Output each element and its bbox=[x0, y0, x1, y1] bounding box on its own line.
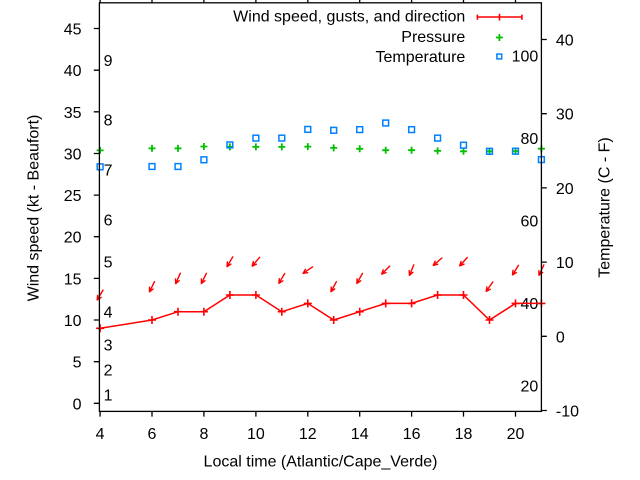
svg-text:10: 10 bbox=[556, 255, 574, 272]
svg-text:Wind speed, gusts, and directi: Wind speed, gusts, and direction bbox=[233, 9, 465, 26]
svg-text:0: 0 bbox=[556, 329, 565, 346]
svg-text:40: 40 bbox=[64, 63, 82, 80]
svg-text:20: 20 bbox=[521, 378, 539, 395]
svg-text:60: 60 bbox=[521, 214, 539, 231]
svg-text:15: 15 bbox=[64, 271, 82, 288]
svg-text:12: 12 bbox=[299, 426, 317, 443]
svg-text:80: 80 bbox=[521, 131, 539, 148]
svg-text:20: 20 bbox=[64, 230, 82, 247]
svg-text:40: 40 bbox=[521, 296, 539, 313]
svg-text:Pressure: Pressure bbox=[401, 29, 465, 46]
svg-text:4: 4 bbox=[96, 426, 105, 443]
svg-text:10: 10 bbox=[64, 313, 82, 330]
svg-text:10: 10 bbox=[247, 426, 265, 443]
svg-text:5: 5 bbox=[104, 254, 113, 271]
svg-text:8: 8 bbox=[104, 113, 113, 130]
svg-text:16: 16 bbox=[403, 426, 421, 443]
svg-text:Wind speed (kt - Beaufort): Wind speed (kt - Beaufort) bbox=[26, 115, 43, 302]
svg-text:Temperature (C - F): Temperature (C - F) bbox=[597, 137, 614, 277]
svg-text:20: 20 bbox=[507, 426, 525, 443]
svg-text:0: 0 bbox=[73, 396, 82, 413]
svg-text:30: 30 bbox=[556, 107, 574, 124]
svg-text:5: 5 bbox=[73, 355, 82, 372]
svg-text:9: 9 bbox=[104, 53, 113, 70]
svg-text:4: 4 bbox=[104, 304, 113, 321]
svg-text:20: 20 bbox=[556, 181, 574, 198]
svg-text:25: 25 bbox=[64, 188, 82, 205]
svg-text:100: 100 bbox=[512, 49, 539, 66]
svg-text:18: 18 bbox=[455, 426, 473, 443]
svg-text:7: 7 bbox=[104, 163, 113, 180]
svg-text:6: 6 bbox=[104, 213, 113, 230]
svg-text:Local time (Atlantic/Cape_Verd: Local time (Atlantic/Cape_Verde) bbox=[204, 454, 438, 471]
svg-text:40: 40 bbox=[556, 33, 574, 50]
svg-text:1: 1 bbox=[104, 388, 113, 405]
svg-text:3: 3 bbox=[104, 338, 113, 355]
svg-text:2: 2 bbox=[104, 363, 113, 380]
svg-text:Temperature: Temperature bbox=[375, 49, 465, 66]
svg-text:6: 6 bbox=[148, 426, 157, 443]
svg-text:30: 30 bbox=[64, 147, 82, 164]
svg-text:-10: -10 bbox=[556, 404, 579, 421]
svg-text:8: 8 bbox=[199, 426, 208, 443]
svg-text:35: 35 bbox=[64, 105, 82, 122]
svg-text:14: 14 bbox=[351, 426, 369, 443]
svg-text:45: 45 bbox=[64, 22, 82, 39]
